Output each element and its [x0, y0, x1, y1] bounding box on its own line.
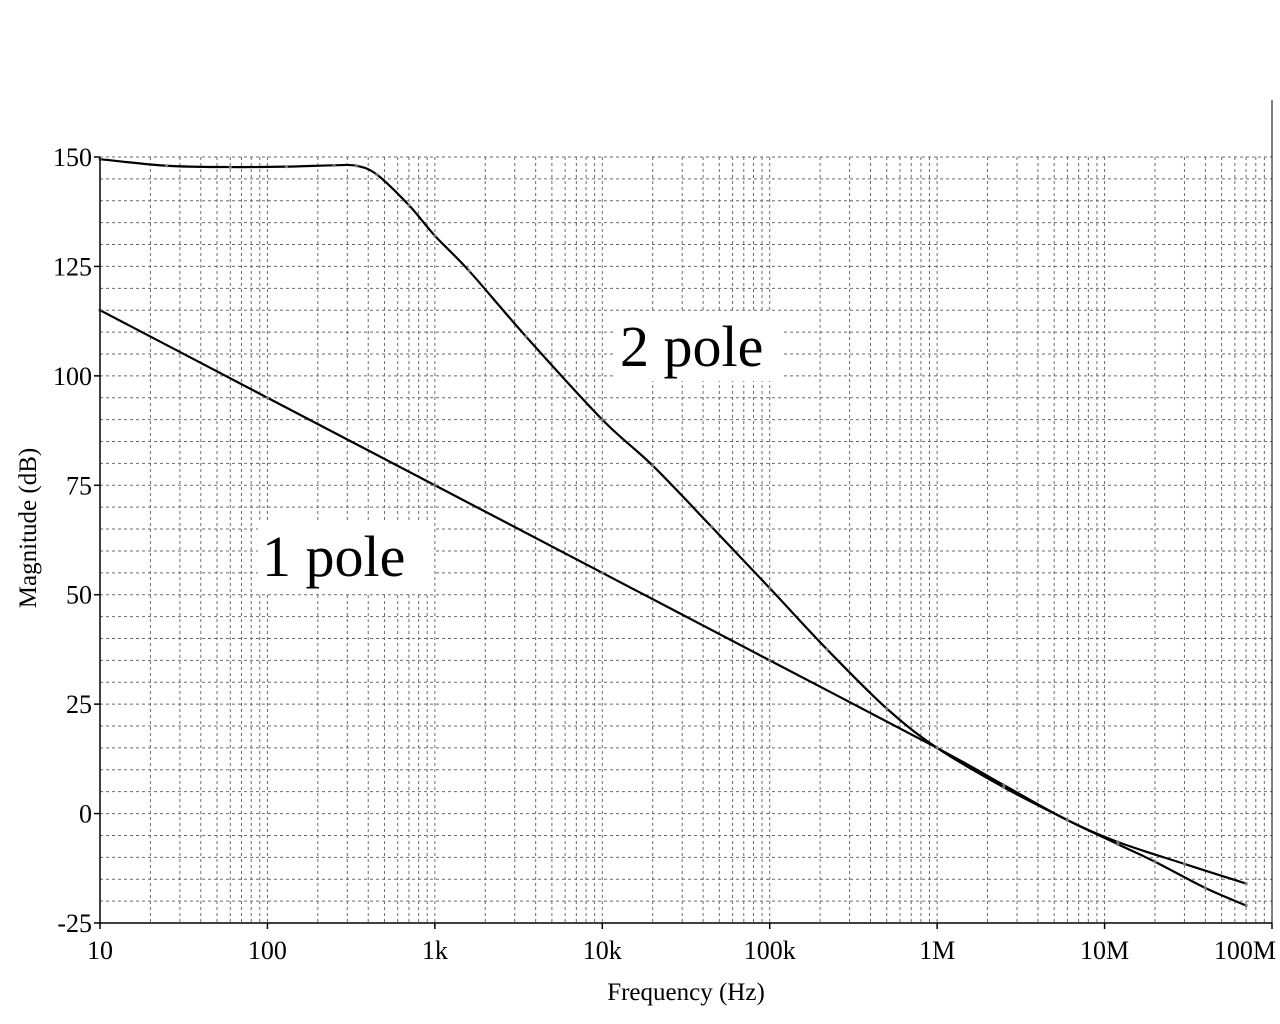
- data-point: [524, 334, 528, 339]
- grid: [100, 156, 1273, 923]
- data-point: [284, 165, 289, 169]
- y-tick-label: 75: [66, 471, 92, 500]
- data-point: [768, 658, 772, 662]
- annotation-2-pole: 2 pole: [620, 314, 763, 379]
- y-tick-label: 0: [79, 800, 92, 829]
- data-point: [1203, 886, 1207, 890]
- x-tick-label: 1k: [422, 936, 448, 965]
- data-point: [228, 165, 232, 169]
- data-point: [600, 571, 604, 575]
- x-tick-label: 100k: [744, 936, 796, 965]
- data-point: [710, 525, 714, 529]
- data-point: [1153, 860, 1157, 864]
- x-tick-label: 10k: [583, 936, 622, 965]
- annotation-1-pole: 1 pole: [262, 524, 405, 589]
- data-point: [433, 483, 437, 487]
- data-point: [825, 647, 829, 652]
- x-tick-label: 1M: [919, 936, 955, 965]
- series-layer: [98, 157, 1248, 908]
- x-tick-label: 10M: [1080, 936, 1129, 965]
- data-point: [768, 586, 772, 590]
- y-tick-label: 100: [53, 362, 92, 391]
- y-axis-label: Magnitude (dB): [15, 448, 42, 608]
- data-point: [165, 164, 169, 168]
- data-point: [885, 706, 889, 711]
- data-point: [1065, 818, 1070, 822]
- x-axis-label: Frequency (Hz): [607, 979, 765, 1006]
- data-point: [1182, 862, 1187, 866]
- x-tick-label: 10: [87, 936, 113, 965]
- data-point: [467, 269, 471, 273]
- y-tick-label: 25: [66, 690, 92, 719]
- x-tick-label: 100M: [1214, 936, 1276, 965]
- y-tick-label: -25: [57, 909, 92, 938]
- data-point: [433, 234, 437, 238]
- data-point: [407, 203, 411, 207]
- data-point: [651, 463, 655, 468]
- data-point: [1116, 842, 1120, 846]
- data-point: [375, 172, 379, 177]
- y-tick-label: 50: [66, 581, 92, 610]
- data-point: [354, 164, 359, 168]
- data-point: [1244, 903, 1248, 908]
- y-tick-label: 150: [53, 143, 92, 172]
- data-point: [600, 418, 604, 422]
- data-point: [1244, 882, 1248, 886]
- data-point: [935, 746, 939, 750]
- annotation-1-pole-backdrop: [258, 520, 434, 592]
- data-point: [1002, 785, 1006, 789]
- data-point: [265, 396, 270, 400]
- x-tick-label: 100: [248, 936, 287, 965]
- annotation-2-pole-backdrop: [614, 313, 784, 381]
- y-tick-label: 125: [53, 252, 92, 281]
- data-point: [332, 163, 336, 167]
- series-line-1-pole: [99, 309, 1247, 885]
